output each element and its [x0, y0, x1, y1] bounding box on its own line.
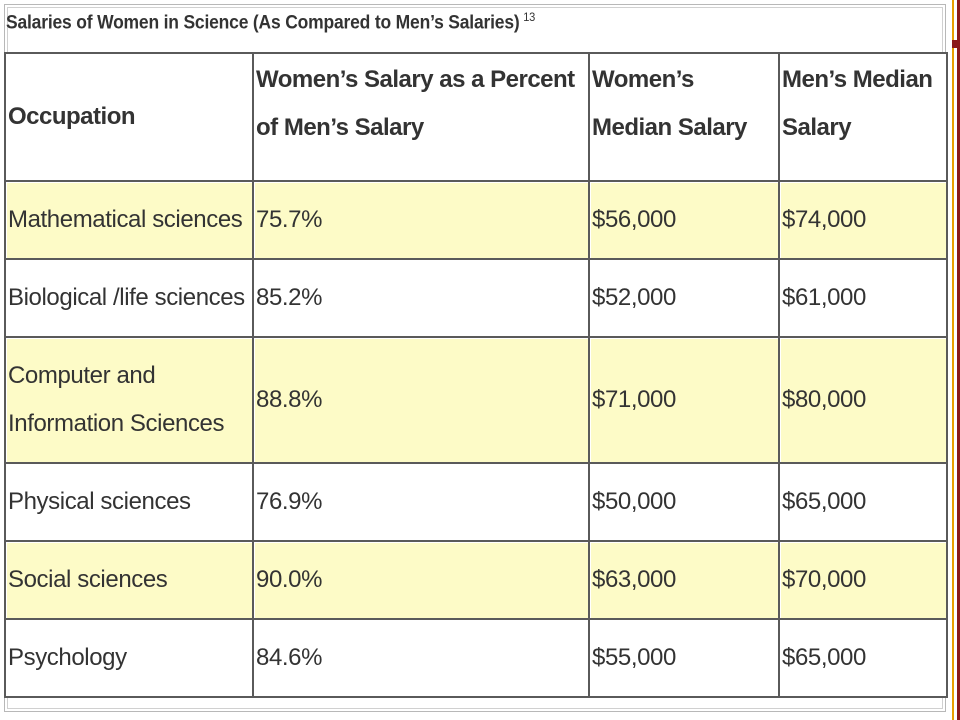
cell-women-median: $56,000 — [590, 182, 780, 260]
cell-men-median: $80,000 — [780, 338, 948, 464]
cell-women-median: $52,000 — [590, 260, 780, 338]
cell-women-median: $55,000 — [590, 620, 780, 698]
header-women-median: Women’s Median Salary — [590, 54, 780, 182]
edge-notch — [952, 40, 960, 48]
table-row: Physical sciences 76.9% $50,000 $65,000 — [6, 464, 948, 542]
cell-women-median: $50,000 — [590, 464, 780, 542]
cell-percent: 75.7% — [254, 182, 590, 260]
cell-occupation: Biological /life sciences — [6, 260, 254, 338]
cell-occupation: Social sciences — [6, 542, 254, 620]
cell-occupation: Physical sciences — [6, 464, 254, 542]
table-row: Biological /life sciences 85.2% $52,000 … — [6, 260, 948, 338]
cell-percent: 88.8% — [254, 338, 590, 464]
header-occupation: Occupation — [6, 54, 254, 182]
cell-women-median: $71,000 — [590, 338, 780, 464]
salary-table: Occupation Women’s Salary as a Percent o… — [4, 52, 948, 698]
cell-men-median: $65,000 — [780, 620, 948, 698]
cell-percent: 85.2% — [254, 260, 590, 338]
table-caption: Salaries of Women in Science (As Compare… — [6, 10, 535, 34]
caption-title: Salaries of Women in Science (As Compare… — [6, 12, 520, 34]
caption-footnote-ref: 13 — [523, 10, 536, 24]
cell-women-median: $63,000 — [590, 542, 780, 620]
cell-percent: 90.0% — [254, 542, 590, 620]
cell-men-median: $70,000 — [780, 542, 948, 620]
cell-men-median: $65,000 — [780, 464, 948, 542]
table-row: Computer and Information Sciences 88.8% … — [6, 338, 948, 464]
header-percent: Women’s Salary as a Percent of Men’s Sal… — [254, 54, 590, 182]
table-row: Social sciences 90.0% $63,000 $70,000 — [6, 542, 948, 620]
cell-men-median: $74,000 — [780, 182, 948, 260]
cell-percent: 76.9% — [254, 464, 590, 542]
header-men-median: Men’s Median Salary — [780, 54, 948, 182]
cell-occupation: Mathematical sciences — [6, 182, 254, 260]
cell-men-median: $61,000 — [780, 260, 948, 338]
cell-occupation: Computer and Information Sciences — [6, 338, 254, 464]
table-row: Psychology 84.6% $55,000 $65,000 — [6, 620, 948, 698]
cell-percent: 84.6% — [254, 620, 590, 698]
table-row: Mathematical sciences 75.7% $56,000 $74,… — [6, 182, 948, 260]
header-row: Occupation Women’s Salary as a Percent o… — [6, 54, 948, 182]
slide-edge-accent — [952, 0, 960, 720]
cell-occupation: Psychology — [6, 620, 254, 698]
